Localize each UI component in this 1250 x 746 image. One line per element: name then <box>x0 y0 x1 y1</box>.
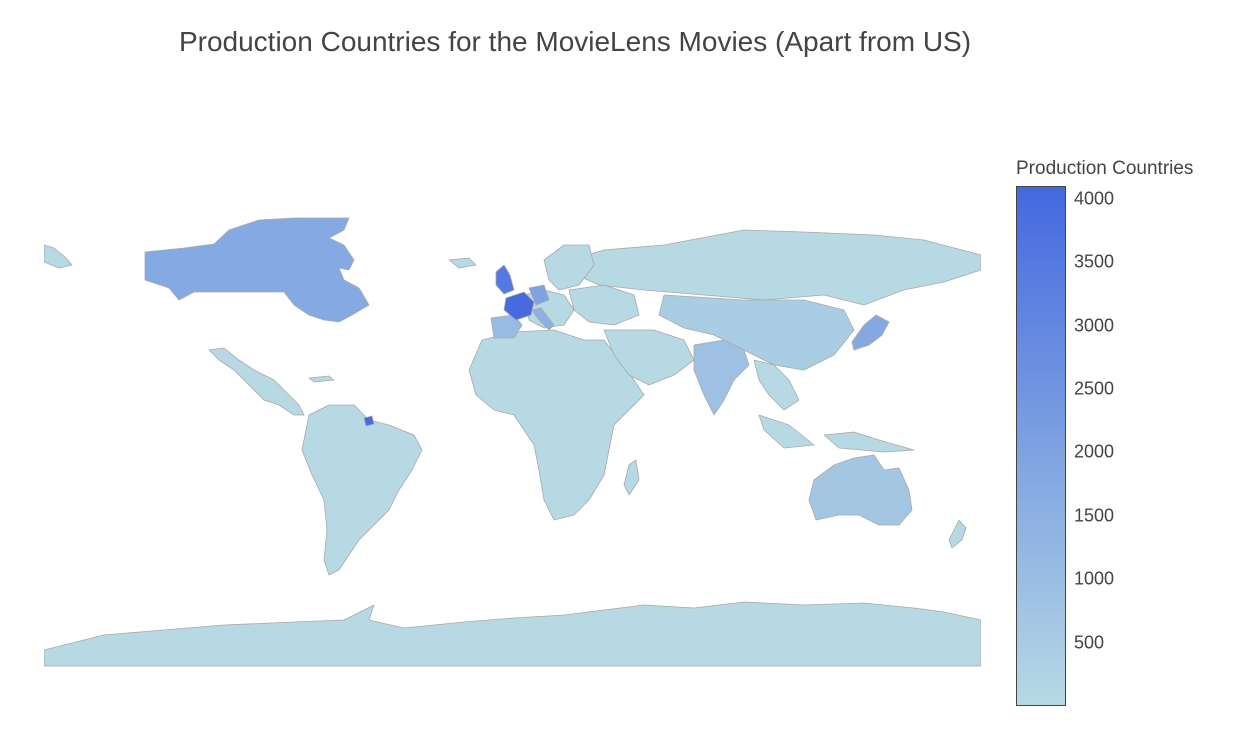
southeast-asia <box>753 359 800 411</box>
country-germany <box>528 284 550 306</box>
colorbar-title: Production Countries <box>1016 158 1194 179</box>
colorbar-tick-label: 2000 <box>1074 441 1115 462</box>
map-title: Production Countries for the MovieLens M… <box>178 26 972 57</box>
colorbar-tick-label: 1000 <box>1074 568 1115 589</box>
africa <box>468 329 645 521</box>
colorbar-tick-label: 3000 <box>1074 315 1115 335</box>
country-united-kingdom <box>495 264 515 295</box>
colorbar <box>1016 186 1066 706</box>
scandinavia <box>543 244 595 291</box>
country-canada <box>144 217 370 323</box>
country-new-zealand <box>948 519 967 549</box>
country-australia <box>808 454 913 526</box>
colorbar-tick-label: 500 <box>1074 632 1105 653</box>
country-russia <box>553 229 981 306</box>
country-france <box>503 291 535 321</box>
country-india <box>693 339 750 416</box>
colorbar-tick-label: 3500 <box>1074 251 1115 272</box>
country-china <box>658 294 855 371</box>
middle-east <box>603 329 695 386</box>
caribbean <box>308 375 335 383</box>
madagascar <box>623 459 640 496</box>
country-mexico <box>208 347 305 416</box>
country-italy <box>531 307 555 331</box>
colorbar-tick-label: 1500 <box>1074 505 1115 526</box>
world-map <box>44 217 981 667</box>
country-brazil <box>301 404 423 576</box>
eastern-europe <box>568 284 640 326</box>
colorbar-tick-label: 2500 <box>1074 378 1115 399</box>
iceland <box>448 257 477 269</box>
country-japan <box>851 314 890 351</box>
colorbar-tick-label: 4000 <box>1074 188 1115 209</box>
country-alaska-shape <box>44 244 73 269</box>
indonesia <box>758 414 915 453</box>
country-french-guiana <box>363 415 375 427</box>
antarctica <box>44 601 981 667</box>
